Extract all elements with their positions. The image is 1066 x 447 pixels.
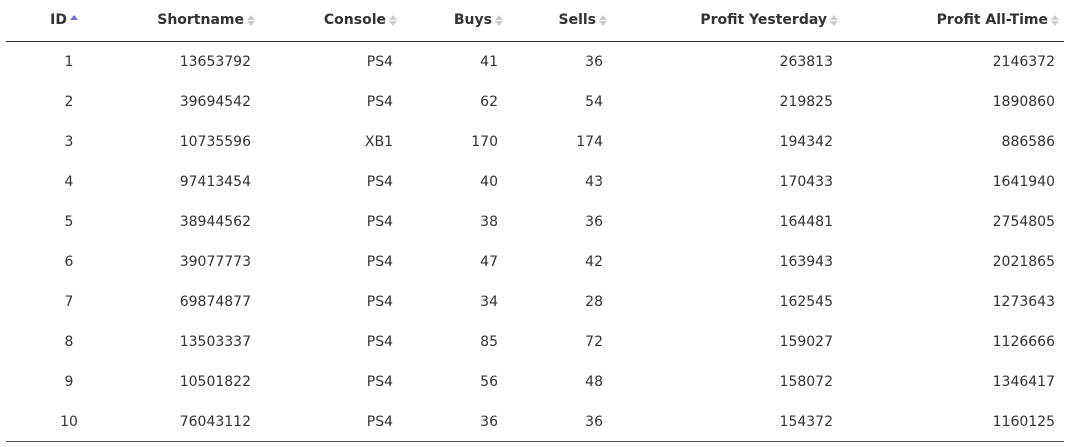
table-cell: 159027 xyxy=(779,334,833,350)
column-header[interactable]: Shortname xyxy=(157,10,255,30)
table-cell: 41 xyxy=(480,54,498,70)
column-header[interactable]: Profit All-Time xyxy=(937,10,1059,30)
table-cell: 38944562 xyxy=(179,214,251,230)
sort-icon xyxy=(495,14,503,26)
table-cell: 219825 xyxy=(779,94,833,110)
header-label: Shortname xyxy=(157,12,244,28)
table-cell: 10 xyxy=(60,414,78,430)
table-cell: 2146372 xyxy=(992,54,1055,70)
table-cell: 36 xyxy=(585,54,603,70)
table-cell: 164481 xyxy=(779,214,833,230)
table-cell: 34 xyxy=(480,294,498,310)
table-cell: 10501822 xyxy=(179,374,251,390)
table-cell: PS4 xyxy=(366,214,393,230)
table-cell: PS4 xyxy=(366,334,393,350)
table-cell: 28 xyxy=(585,294,603,310)
table-cell: 2 xyxy=(64,94,74,110)
table-cell: 170433 xyxy=(779,174,833,190)
table-cell: 1 xyxy=(64,54,74,70)
table-cell: 1346417 xyxy=(992,374,1055,390)
table-cell: 39077773 xyxy=(179,254,251,270)
column-header[interactable]: Console xyxy=(324,10,397,30)
table-cell: PS4 xyxy=(366,374,393,390)
column-header[interactable]: Buys xyxy=(454,10,503,30)
table-cell: PS4 xyxy=(366,254,393,270)
table-cell: 62 xyxy=(480,94,498,110)
table-cell: PS4 xyxy=(366,174,393,190)
header-rule xyxy=(6,41,1064,42)
table-cell: 38 xyxy=(480,214,498,230)
sort-icon xyxy=(599,14,607,26)
table-cell: 36 xyxy=(585,214,603,230)
table-cell: 40 xyxy=(480,174,498,190)
table-cell: 56 xyxy=(480,374,498,390)
table-cell: 54 xyxy=(585,94,603,110)
header-label: Console xyxy=(323,12,386,28)
table-cell: 43 xyxy=(585,174,603,190)
table-cell: PS4 xyxy=(366,414,393,430)
table-cell: 1273643 xyxy=(992,294,1055,310)
table-cell: 163943 xyxy=(779,254,833,270)
table-cell: 97413454 xyxy=(179,174,251,190)
column-header[interactable]: ID xyxy=(50,10,78,30)
table-cell: 85 xyxy=(480,334,498,350)
column-header[interactable]: Sells xyxy=(558,10,607,30)
table-cell: 2021865 xyxy=(992,254,1055,270)
table-cell: 162545 xyxy=(779,294,833,310)
table-cell: 48 xyxy=(585,374,603,390)
table-cell: 13503337 xyxy=(179,334,251,350)
table-cell: PS4 xyxy=(366,94,393,110)
table-cell: 6 xyxy=(64,254,74,270)
table-cell: 154372 xyxy=(779,414,833,430)
table-cell: 10735596 xyxy=(179,134,251,150)
bottom-rule xyxy=(6,441,1064,442)
table-cell: 1126666 xyxy=(992,334,1055,350)
table-cell: 5 xyxy=(64,214,74,230)
sort-icon xyxy=(247,14,255,26)
sort-icon xyxy=(70,14,78,26)
table-cell: PS4 xyxy=(366,54,393,70)
table-cell: 13653792 xyxy=(179,54,251,70)
table-cell: PS4 xyxy=(366,294,393,310)
table-cell: 174 xyxy=(576,134,603,150)
table-cell: 7 xyxy=(64,294,74,310)
table-cell: 3 xyxy=(64,134,74,150)
column-header[interactable]: Profit Yesterday xyxy=(700,10,838,30)
table-cell: 170 xyxy=(471,134,498,150)
table-cell: 1890860 xyxy=(992,94,1055,110)
table-cell: 36 xyxy=(585,414,603,430)
table-cell: 76043112 xyxy=(179,414,251,430)
table-cell: 194342 xyxy=(779,134,833,150)
table-cell: 886586 xyxy=(1001,134,1055,150)
header-label: Profit All-Time xyxy=(936,12,1048,28)
sort-icon xyxy=(830,14,838,26)
table-cell: 263813 xyxy=(779,54,833,70)
table-cell: 8 xyxy=(64,334,74,350)
table-cell: 47 xyxy=(480,254,498,270)
sort-icon xyxy=(1051,14,1059,26)
table-cell: 4 xyxy=(64,174,74,190)
header-label: Buys xyxy=(453,12,492,28)
table-cell: 9 xyxy=(64,374,74,390)
table-cell: 39694542 xyxy=(179,94,251,110)
table-cell: 42 xyxy=(585,254,603,270)
table-cell: 69874877 xyxy=(179,294,251,310)
table-cell: 158072 xyxy=(779,374,833,390)
table-cell: 72 xyxy=(585,334,603,350)
sort-icon xyxy=(389,14,397,26)
header-label: ID xyxy=(50,12,67,28)
table-cell: 2754805 xyxy=(992,214,1055,230)
header-label: Profit Yesterday xyxy=(700,12,827,28)
table-cell: 1641940 xyxy=(992,174,1055,190)
table-cell: 1160125 xyxy=(992,414,1055,430)
table-cell: 36 xyxy=(480,414,498,430)
header-label: Sells xyxy=(558,12,596,28)
table-cell: XB1 xyxy=(364,134,393,150)
